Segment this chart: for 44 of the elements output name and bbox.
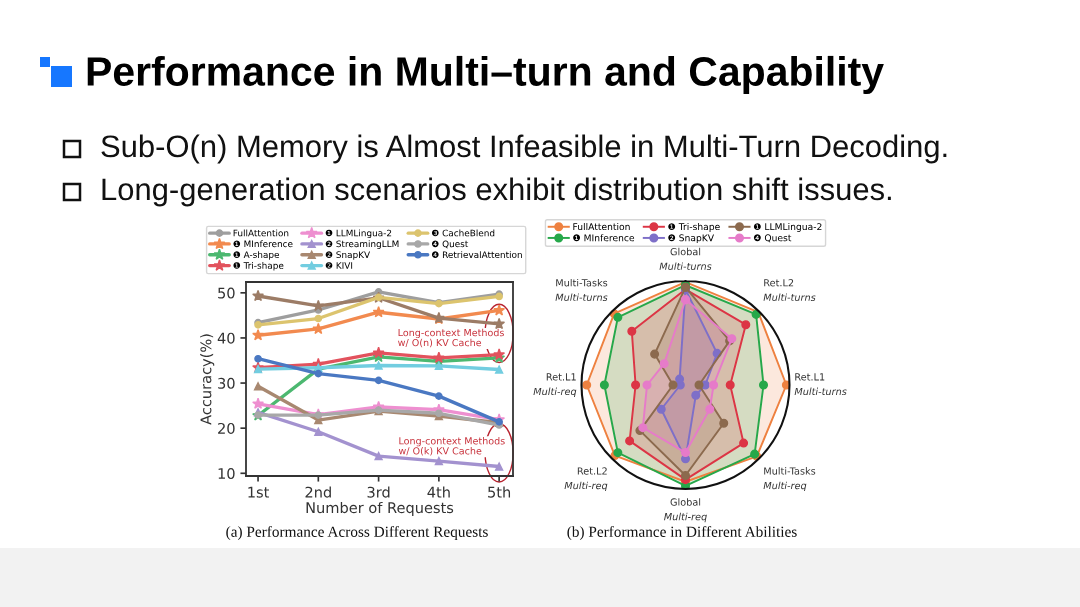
legend-label: ❶ A-shape: [233, 251, 280, 260]
text: Long-generation scenarios exhibit distribution shift issues.: [102, 177, 891, 207]
chart-title: Performance in Multi–turn and Capability: [87, 55, 884, 95]
legend-label: FullAttention: [573, 223, 630, 231]
legend-label: FullAttention: [233, 229, 289, 237]
legend-label: ❷ SnapKV: [325, 251, 371, 260]
x-axis-title: Number of Requests: [306, 501, 454, 517]
legend-label: ❶ MInference: [233, 240, 293, 248]
x-tick-label: 3rd: [367, 486, 390, 498]
legend-label: ❸ CacheBlend: [431, 229, 495, 237]
x-tick-label: 1st: [248, 486, 269, 498]
spoke-label: Global Multi-req: [664, 498, 707, 523]
spoke-label: Ret.L1 Multi-turns: [794, 373, 847, 396]
x-tick-label: 4th: [427, 486, 450, 498]
spoke-label: Multi-Tasks Multi-turns: [555, 278, 608, 302]
y-tick-label: 50: [218, 287, 235, 299]
legend-label: ❷ SnapKV: [668, 234, 714, 244]
legend-label: ❹ RetrievalAttention: [431, 251, 522, 259]
legend-label: ❹ Quest: [753, 234, 792, 243]
y-tick-label: 40: [217, 332, 235, 344]
legend-label: ❶ LLMLingua-2: [753, 223, 822, 232]
legend-label: ❶ LLMLingua-2: [325, 229, 392, 239]
annotation: Long-context Methods w/ O(k) KV Cache: [398, 437, 505, 456]
legend-label: ❷ StreamingLLM: [325, 240, 399, 249]
y-tick-label: 10: [218, 468, 235, 480]
legend-label: ❶ Tri-shape: [668, 223, 720, 232]
spoke-label: Ret.L2 Multi-turns: [763, 279, 816, 302]
annotation: Long-context Methods w/ O(n) KV Cache: [398, 328, 504, 348]
text: (a) Performance Across Different Requests: [226, 525, 488, 541]
legend-label: ❷ KIVI: [325, 262, 353, 269]
y-tick-label: 30: [218, 377, 235, 389]
y-axis-title: Accuracy(%): [200, 334, 215, 425]
y-tick-label: 20: [218, 422, 235, 434]
legend-label: ❹ Quest: [431, 240, 469, 249]
x-tick-label: 2nd: [305, 486, 331, 498]
text: Sub-O(n) Memory is Almost Infeasible in Multi-Turn Decoding.: [101, 134, 947, 164]
text: (b) Performance in Different Abilities: [567, 525, 797, 541]
legend-label: ❶ MInference: [573, 234, 635, 242]
spoke-label: Multi-Tasks Multi-req: [763, 467, 816, 492]
spoke-label: Global Multi-turns: [659, 247, 712, 270]
spoke-label: Ret.L1 Multi-req: [533, 373, 577, 397]
legend-label: ❶ Tri-shape: [233, 261, 284, 271]
spoke-label: Ret.L2 Multi-req: [564, 467, 608, 492]
x-tick-label: 5th: [488, 486, 511, 498]
